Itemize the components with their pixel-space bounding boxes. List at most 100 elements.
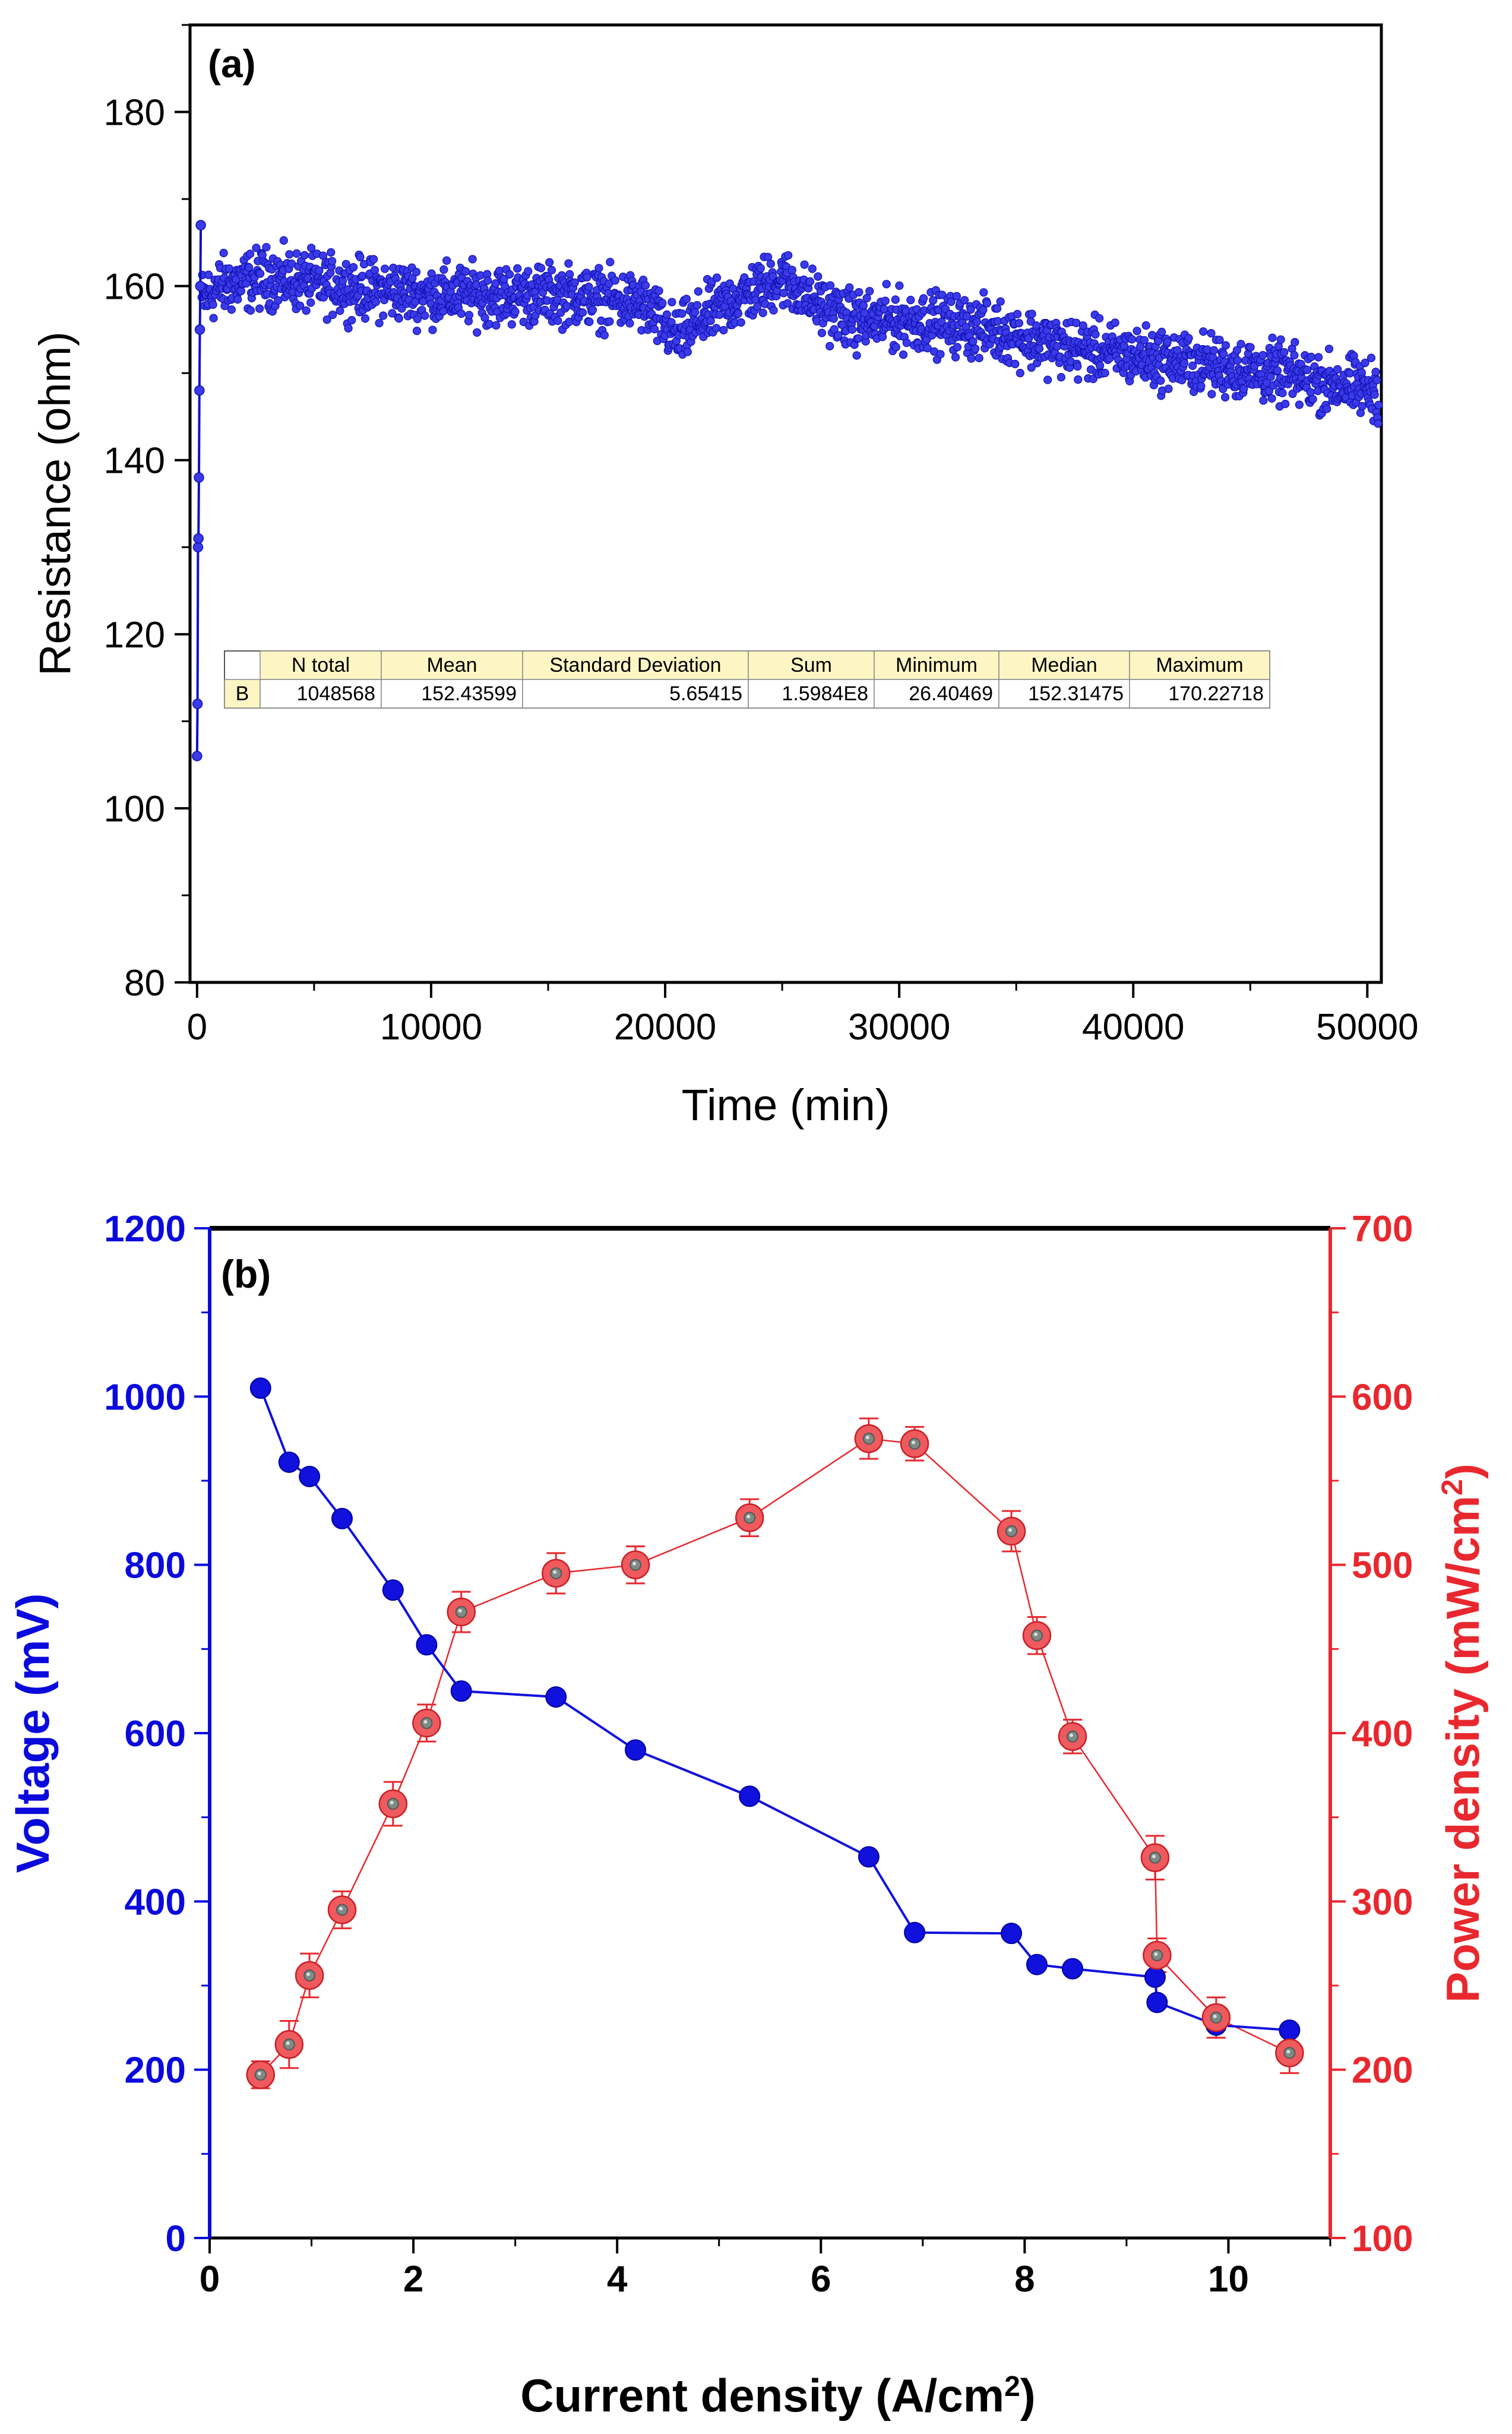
a-data-point: [891, 295, 900, 304]
a-data-point: [715, 310, 724, 319]
a-data-point: [859, 301, 868, 310]
a-data-point: [547, 265, 556, 274]
b-x-tick-label: 4: [607, 2259, 628, 2300]
a-data-point: [322, 315, 331, 324]
a-data-point: [1141, 321, 1150, 330]
a-data-point: [507, 320, 516, 329]
a-data-point: [736, 318, 745, 327]
panel-a-plot-frame: [188, 23, 1383, 984]
a-data-point: [524, 267, 533, 276]
a-data-point: [847, 325, 857, 334]
power-density-point-highlight: [286, 2041, 290, 2046]
a-data-point: [327, 248, 336, 257]
a-data-point: [1091, 330, 1100, 339]
a-data-point: [439, 306, 448, 316]
a-data-point: [380, 264, 390, 273]
a-data-point: [891, 343, 900, 352]
a-data-point: [1027, 309, 1036, 318]
stats-value-cell: [998, 679, 1130, 709]
voltage-data-point: [1144, 1966, 1166, 1988]
a-data-point: [208, 300, 217, 309]
a-data-point: [227, 305, 236, 314]
a-data-point: [966, 305, 975, 314]
a-data-point: [1197, 381, 1206, 390]
a-data-point: [658, 299, 667, 308]
a-data-point: [1267, 394, 1276, 403]
stats-header-text: Sum: [790, 654, 832, 677]
stats-value-text: 26.40469: [909, 682, 993, 705]
a-data-point: [224, 264, 234, 273]
panel-b-label: (b): [221, 1252, 271, 1296]
a-data-point: [1290, 351, 1299, 360]
a-data-point: [1372, 375, 1381, 385]
panel-b-x-axis-title: Current density (A/cm2): [520, 2369, 1036, 2422]
statistics-table: N total Mean Standard Deviation Sum Minimum M…: [224, 650, 1270, 709]
a-data-point: [1207, 390, 1216, 399]
stats-header-cell: [1129, 650, 1270, 680]
power-density-point-highlight: [1213, 2014, 1217, 2018]
a-data-point: [1027, 363, 1036, 372]
voltage-data-point: [1061, 1958, 1083, 1980]
a-initial-point: [195, 220, 206, 230]
a-data-point: [495, 266, 504, 276]
a-data-point: [960, 296, 969, 305]
a-data-point: [379, 311, 388, 320]
a-initial-point: [194, 472, 204, 483]
a-data-point: [882, 280, 891, 289]
a-data-point: [1323, 404, 1331, 413]
a-data-point: [683, 347, 692, 356]
power-density-point-highlight: [390, 1801, 394, 1804]
a-data-point: [302, 306, 311, 315]
panel-a-tick-labels: 0 10000 20000 30000 40000 50000 80 100 120 140 160…: [104, 93, 1419, 1048]
a-data-point: [1210, 346, 1219, 355]
stats-value-cell: [748, 679, 875, 709]
a-data-point: [852, 351, 861, 360]
a-data-point: [975, 353, 983, 362]
panel-b-right-axis-title-prefix: Power density (mW/cm: [1437, 1496, 1489, 2003]
panel-b-x-axis-title-prefix: Current density (A/cm: [520, 2369, 1004, 2422]
a-data-point: [347, 315, 356, 325]
a-data-point: [553, 317, 562, 325]
a-data-point: [814, 272, 823, 281]
a-initial-point: [192, 751, 203, 761]
b-x-tick-label: 2: [403, 2259, 423, 2300]
a-data-point: [360, 314, 370, 323]
a-initial-point: [192, 698, 203, 709]
a-data-point: [992, 304, 1002, 313]
voltage-data-point: [382, 1579, 404, 1601]
panel-b-right-axis-title: Power density (mW/cm2): [1435, 1463, 1489, 2003]
stats-value-text: 5.65415: [669, 682, 742, 705]
a-data-point: [315, 266, 324, 275]
a-x-tick-label: 30000: [848, 1007, 950, 1048]
a-x-tick-label: 20000: [614, 1007, 716, 1048]
a-data-point: [1053, 342, 1062, 351]
a-y-tick-label: 180: [104, 93, 165, 134]
stats-value-text: 170.22718: [1168, 682, 1264, 705]
a-data-point: [769, 306, 778, 315]
a-data-point: [594, 264, 603, 273]
a-data-point: [1164, 384, 1173, 393]
panel-a-x-axis-title: Time (min): [682, 1080, 890, 1130]
a-y-tick-label: 160: [104, 267, 165, 308]
a-data-point: [1014, 318, 1024, 328]
stats-value-cell: [1129, 679, 1270, 709]
b-x-tick-label: 0: [200, 2259, 220, 2300]
a-data-point: [204, 270, 213, 279]
a-data-point: [1303, 365, 1312, 374]
a-data-point: [923, 344, 932, 353]
a-data-point: [536, 264, 546, 273]
a-data-point: [1136, 342, 1145, 351]
a-data-point: [817, 328, 827, 337]
a-y-tick-label: 120: [104, 615, 165, 656]
a-data-point: [279, 236, 288, 245]
panel-b-left-axis-title: Voltage (mV): [7, 1594, 59, 1873]
a-data-point: [1096, 361, 1105, 370]
a-data-point: [719, 325, 728, 334]
a-data-point: [1290, 338, 1299, 347]
a-data-point: [388, 309, 397, 318]
a-data-point: [1374, 419, 1383, 428]
stats-value-text: 152.31475: [1028, 682, 1124, 705]
a-data-point: [394, 314, 403, 323]
power-density-point-highlight: [865, 1436, 869, 1440]
a-data-point: [787, 265, 796, 274]
